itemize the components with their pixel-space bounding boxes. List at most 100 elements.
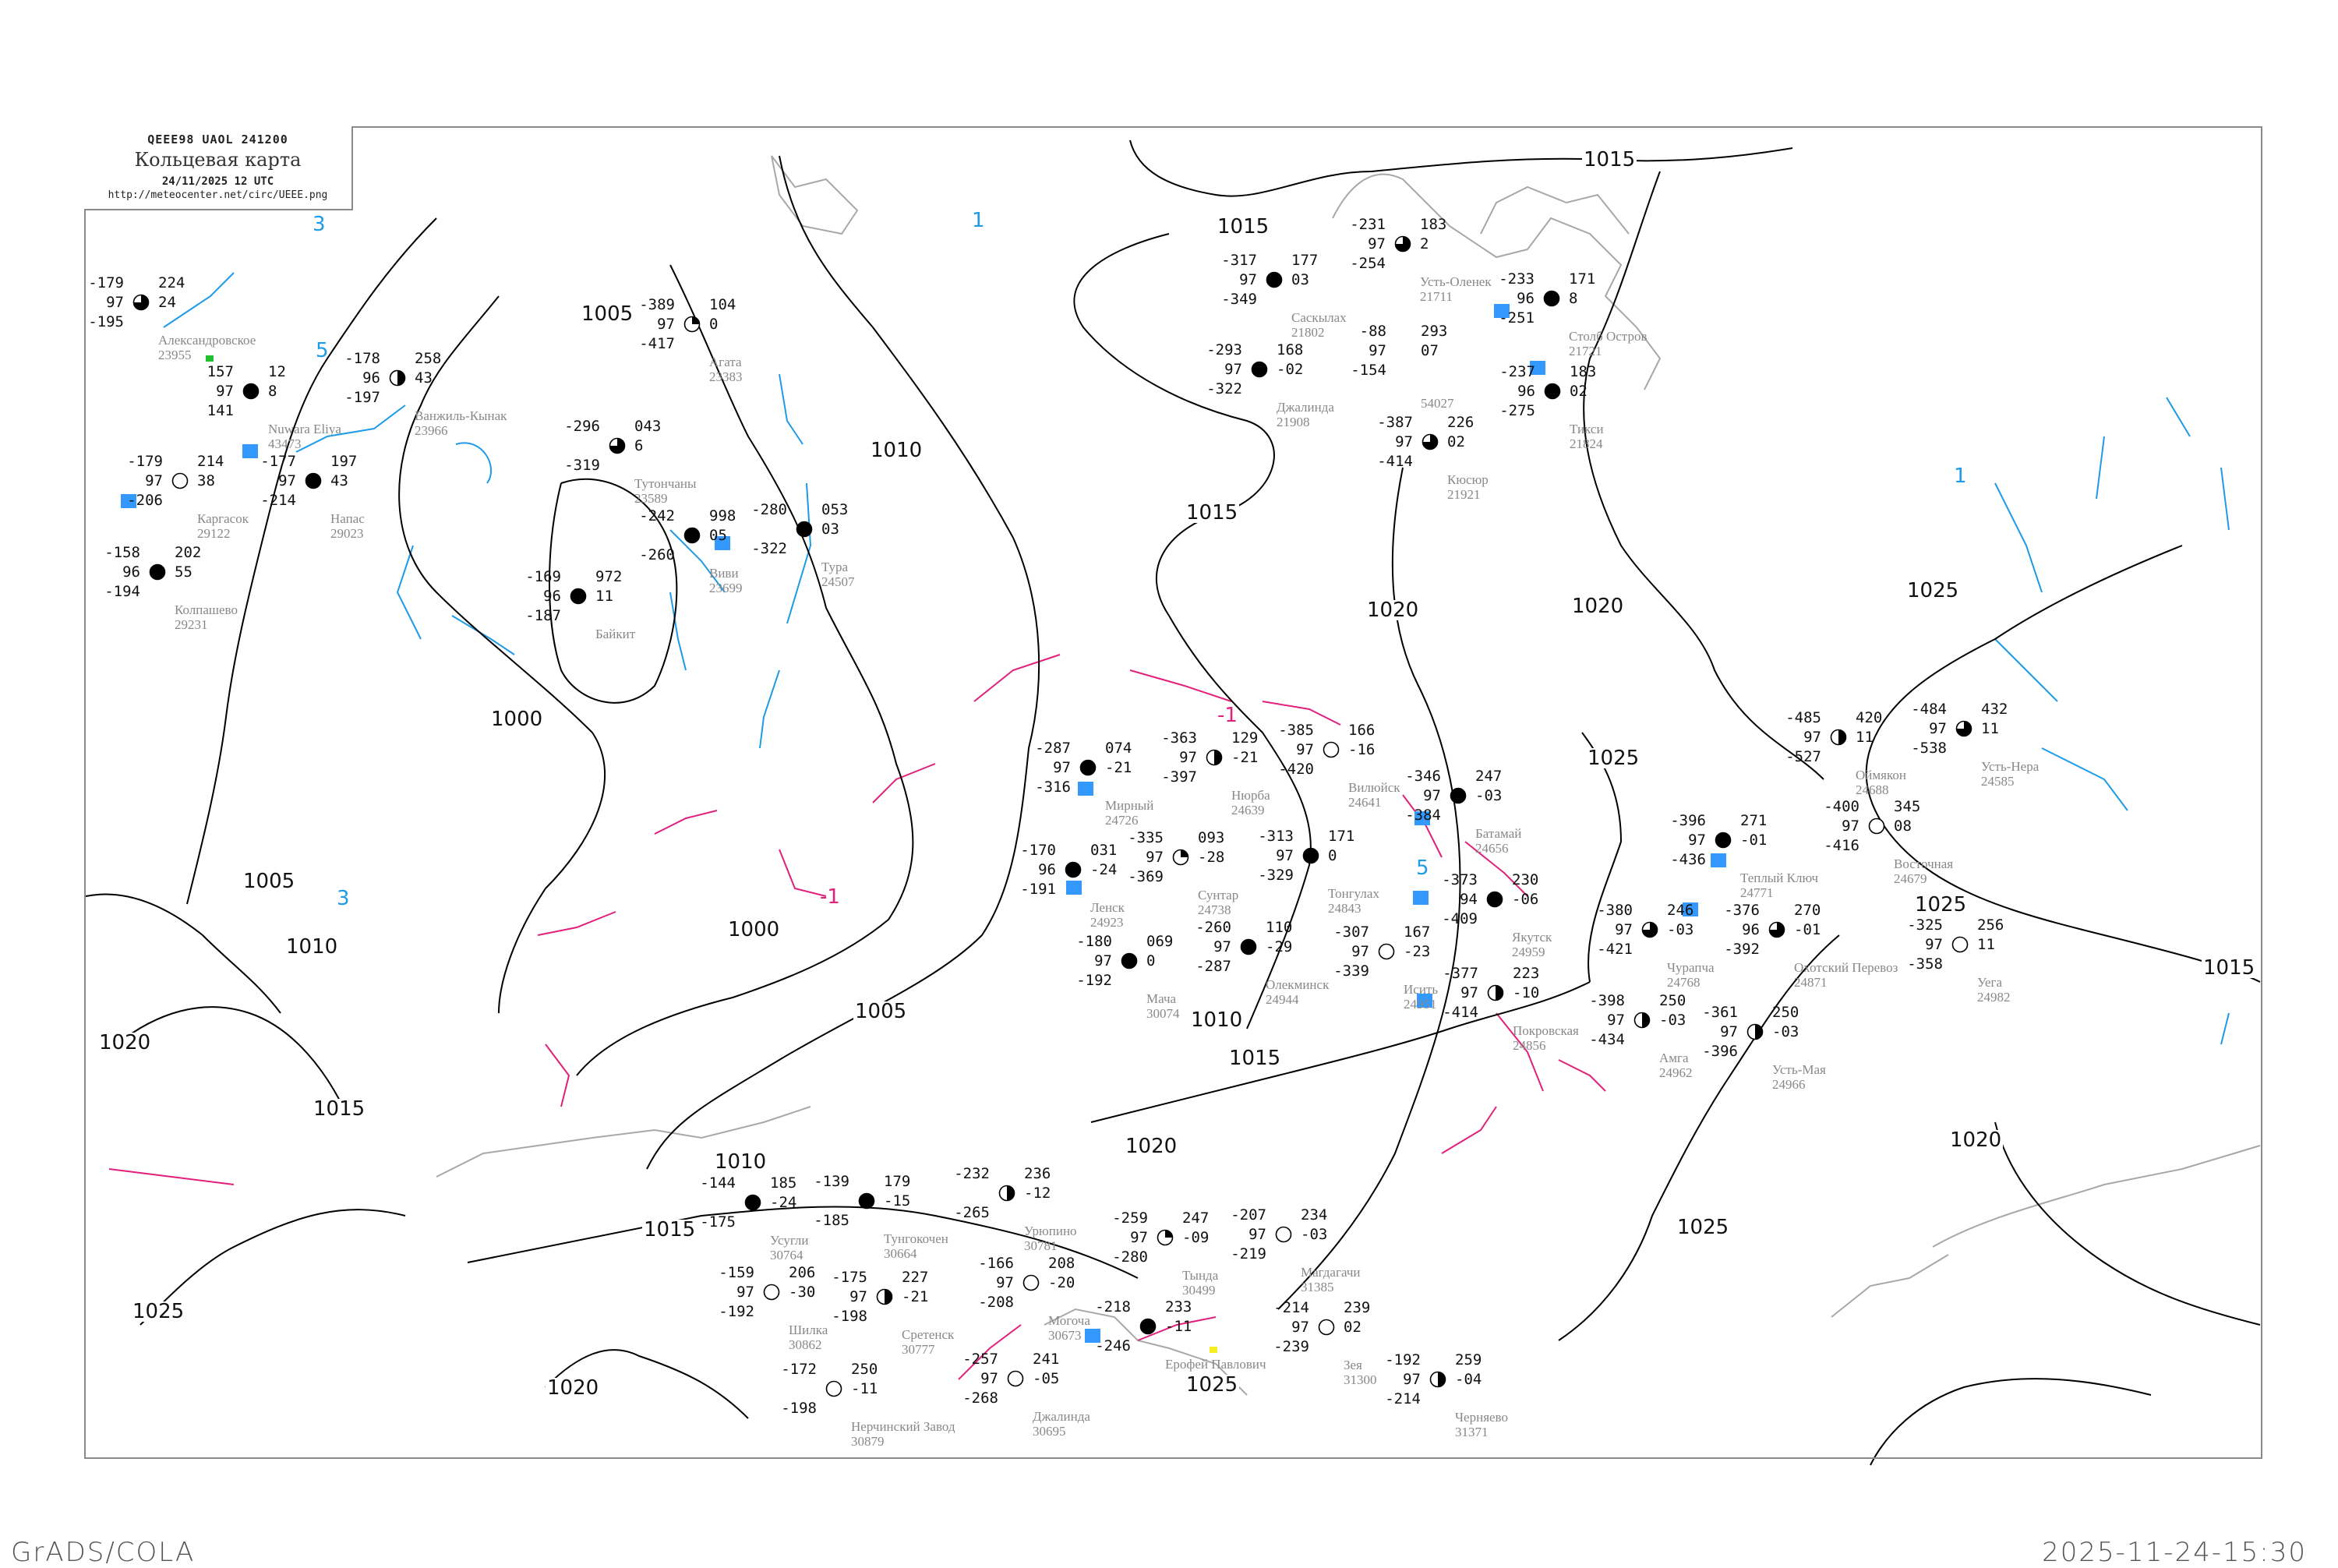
station-name: Уега	[1977, 975, 2003, 990]
station-name: Батамай	[1475, 826, 1522, 841]
cloud-cover-icon	[609, 437, 626, 454]
station-name: Покровская	[1513, 1023, 1579, 1038]
dewpoint: -187	[525, 607, 561, 624]
dewpoint: -194	[104, 583, 140, 600]
visibility: 97	[1094, 952, 1112, 969]
temperature: -144	[700, 1174, 736, 1192]
cloud-cover-icon	[242, 383, 260, 400]
pressure: 972	[595, 568, 623, 585]
footer-software: GrADS/COLA	[11, 1537, 196, 1568]
pressure-tendency: 0	[709, 316, 719, 333]
temperature: -280	[751, 501, 787, 518]
dewpoint: -254	[1350, 255, 1386, 272]
pressure-tendency: -15	[884, 1192, 911, 1210]
cloud-cover-icon	[1429, 1371, 1446, 1388]
station-id: 30764	[770, 1248, 803, 1263]
temperature: -177	[260, 453, 296, 470]
cloud-cover-icon	[1450, 787, 1467, 804]
dewpoint: -246	[1095, 1337, 1131, 1354]
isobar-label: 1010	[1189, 1008, 1245, 1032]
cloud-cover-icon	[305, 472, 322, 489]
pressure-tendency: -16	[1348, 741, 1376, 758]
pressure: 247	[1475, 768, 1503, 785]
station-name: Ерофей Павлович	[1165, 1357, 1266, 1372]
dewpoint: -191	[1020, 881, 1056, 898]
dewpoint: -417	[639, 335, 675, 352]
isobars	[85, 139, 2261, 1466]
pressure-tendency: 05	[709, 527, 727, 544]
visibility: 97	[1146, 849, 1164, 866]
visibility: 97	[1053, 759, 1071, 776]
station-name: Вилюйск	[1348, 780, 1400, 795]
station-name: Виви	[709, 566, 739, 581]
cloud-cover-icon	[1139, 1318, 1157, 1335]
pressure-tendency: 02	[1570, 383, 1588, 400]
cloud-cover-icon	[1544, 383, 1561, 400]
station-id: 21721	[1569, 344, 1602, 358]
station-id: 24768	[1667, 975, 1701, 990]
cloud-cover-icon	[1486, 891, 1503, 908]
visibility: 97	[1842, 818, 1859, 835]
pressure-tendency: 8	[268, 383, 277, 400]
pressure-tendency: 8	[1569, 290, 1578, 307]
pressure: 168	[1277, 341, 1304, 358]
isobar-label: 1020	[1570, 595, 1626, 618]
pressure: 179	[884, 1173, 911, 1190]
temperature: 157	[207, 363, 234, 380]
visibility: 97	[1224, 361, 1242, 378]
map-header-box: QEEE98 UAOL 241200 Кольцевая карта 24/11…	[84, 126, 353, 210]
temperature: -169	[525, 568, 561, 585]
dewpoint: -397	[1161, 768, 1197, 786]
isobar-label: 1010	[284, 935, 340, 959]
dewpoint: -384	[1405, 807, 1441, 824]
pressure: 234	[1301, 1206, 1328, 1224]
isotherm-label: 5	[1416, 856, 1429, 880]
pressure-tendency: 24	[158, 294, 176, 311]
temperature: -398	[1589, 992, 1625, 1009]
pressure: 250	[851, 1361, 878, 1378]
pressure-tendency: -21	[1105, 759, 1132, 776]
dewpoint: -396	[1702, 1043, 1738, 1060]
isotherm-label: -1	[1217, 704, 1238, 727]
visibility: 96	[362, 369, 380, 387]
visibility: 97	[1403, 1371, 1421, 1388]
visibility: 97	[1929, 720, 1947, 737]
visibility: 97	[1720, 1023, 1738, 1040]
station-name: Усть-Оленек	[1420, 274, 1492, 289]
pressure: 420	[1856, 709, 1883, 726]
pressure: 432	[1981, 701, 2008, 718]
visibility: 97	[278, 472, 296, 489]
footer-timestamp: 2025-11-24-15:30	[2042, 1537, 2307, 1568]
pressure-tendency: 0	[1146, 952, 1156, 969]
pressure-tendency: -02	[1277, 361, 1304, 378]
pressure: 230	[1512, 871, 1539, 888]
visibility: 97	[980, 1370, 998, 1387]
pressure: 223	[1513, 965, 1540, 982]
isobar-label: 1005	[580, 302, 635, 326]
dewpoint: -192	[719, 1303, 754, 1320]
pressure: 258	[415, 350, 442, 367]
station-id: 24959	[1512, 945, 1545, 959]
pressure-tendency: 6	[634, 437, 644, 454]
station-id: 24951	[1404, 997, 1437, 1012]
dewpoint: -251	[1499, 309, 1535, 327]
temperature: -361	[1702, 1004, 1738, 1021]
station-id: 30862	[789, 1337, 822, 1352]
cloud-cover-icon	[1746, 1023, 1764, 1040]
isobar-label: 1020	[1124, 1135, 1179, 1158]
temperature: -400	[1824, 798, 1859, 815]
dewpoint: -316	[1035, 779, 1071, 796]
cloud-cover-icon	[1830, 729, 1847, 746]
pressure-tendency: 43	[330, 472, 348, 489]
dewpoint: -239	[1273, 1338, 1309, 1355]
station-name: Мача	[1146, 991, 1177, 1006]
pressure: 171	[1569, 270, 1596, 288]
temperature: -88	[1359, 323, 1386, 340]
station-name: Ванжиль-Кынак	[415, 408, 507, 423]
station-id: 30879	[851, 1434, 885, 1449]
isobar-label: 1005	[853, 1000, 909, 1023]
station-name: Черняево	[1455, 1410, 1508, 1425]
station-id: 30781	[1024, 1238, 1058, 1253]
visibility: 97	[996, 1274, 1014, 1291]
station-name: Тутончаны	[634, 476, 697, 491]
